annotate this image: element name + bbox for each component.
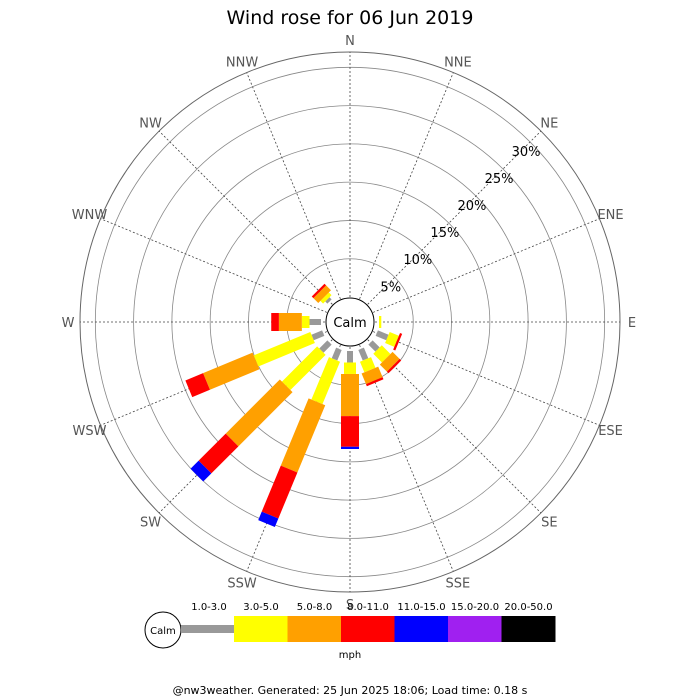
legend-swatch-1 (234, 616, 288, 642)
percent-labels: 5%10% 15% 20% 25% 30% (380, 145, 540, 295)
percent-label: 20% (458, 199, 487, 214)
calm-label: Calm (333, 316, 366, 331)
grid-circle (133, 105, 567, 539)
petal-ssw-bin-0 (331, 347, 342, 361)
petal-nw-bin-0 (325, 297, 332, 304)
direction-label-wsw: WSW (72, 424, 106, 439)
spoke-ene (372, 218, 600, 313)
legend-swatch-0 (181, 625, 234, 633)
petal-se-bin-3 (386, 358, 402, 374)
petal-ssw-bin-2 (280, 398, 326, 473)
petal-ssw-bin-1 (311, 357, 341, 405)
legend-calm-label: Calm (150, 626, 176, 637)
direction-label-s: S (346, 598, 354, 613)
direction-label-nnw: NNW (226, 55, 258, 70)
spoke-ese (372, 331, 600, 426)
petal-nw-bin-3 (311, 283, 327, 299)
petal-wsw-bin-3 (185, 373, 210, 398)
direction-labels: N NNE NE ENE E ESE SE SSE S SSW SW WSW W WNW NW NNW (62, 34, 637, 613)
petal-sw-bin-0 (319, 340, 332, 353)
petal-nw-bin-2 (313, 285, 331, 303)
direction-label-n: N (345, 34, 355, 49)
legend-label-5: 15.0-20.0 (451, 602, 499, 613)
petal-ssw-bin-4 (258, 511, 279, 527)
petal-ese-bin-3 (393, 332, 403, 351)
legend-label-0: 1.0-3.0 (191, 602, 226, 613)
calm-center: Calm (325, 297, 375, 347)
wind-petals (185, 283, 403, 527)
percent-label: 10% (403, 253, 432, 268)
spoke-ne (367, 130, 542, 305)
legend-swatch-5 (448, 616, 502, 642)
chart-title: Wind rose for 06 Jun 2019 (227, 7, 474, 29)
petal-sse-bin-0 (358, 347, 369, 361)
petal-se-bin-0 (368, 340, 380, 352)
petal-wsw-bin-1 (253, 331, 315, 367)
spoke-se (367, 339, 542, 514)
spoke-nne (359, 72, 454, 300)
legend-label-6: 20.0-50.0 (504, 602, 552, 613)
petal-sse-bin-1 (359, 357, 376, 373)
direction-label-sse: SSE (446, 577, 471, 592)
petal-sw-bin-3 (198, 433, 239, 474)
petal-wsw-bin-0 (311, 330, 325, 341)
percent-label: 15% (430, 226, 459, 241)
legend-label-1: 3.0-5.0 (243, 602, 278, 613)
legend-swatch-4 (394, 616, 449, 642)
petal-sse-bin-3 (365, 377, 384, 387)
direction-label-wnw: WNW (72, 208, 108, 223)
petal-wsw-bin-2 (203, 352, 260, 390)
legend-unit: mph (339, 650, 361, 661)
legend-swatch-6 (501, 616, 556, 642)
direction-label-ssw: SSW (227, 577, 257, 592)
petal-sw-bin-4 (190, 460, 212, 482)
legend-label-3: 8.0-11.0 (347, 602, 389, 613)
direction-label-se: SE (541, 515, 557, 530)
petal-se-bin-1 (373, 345, 391, 363)
petal-se-bin-2 (379, 351, 400, 372)
percent-label: 30% (512, 145, 541, 160)
direction-label-nne: NNE (444, 55, 472, 70)
legend-label-2: 5.0-8.0 (297, 602, 332, 613)
direction-label-w: W (62, 316, 75, 331)
direction-label-sw: SW (140, 515, 161, 530)
spoke-nw (158, 130, 333, 305)
legend-swatch-2 (287, 616, 342, 642)
petal-ese-bin-1 (385, 331, 399, 347)
direction-label-ene: ENE (597, 208, 623, 223)
percent-label: 5% (380, 280, 401, 295)
direction-label-ne: NE (540, 117, 558, 132)
direction-label-nw: NW (139, 117, 162, 132)
petal-ssw-bin-3 (261, 465, 298, 519)
direction-label-ese: ESE (598, 424, 623, 439)
direction-label-e: E (628, 316, 636, 331)
grid-circle (209, 181, 491, 463)
legend-swatch-3 (341, 616, 395, 642)
petal-sw-bin-1 (281, 346, 326, 391)
footer-text: @nw3weather. Generated: 25 Jun 2025 18:0… (173, 684, 528, 697)
petal-sw-bin-2 (225, 379, 293, 447)
legend-label-4: 11.0-15.0 (397, 602, 445, 613)
petal-ese-bin-0 (375, 330, 389, 341)
spoke-nnw (246, 72, 341, 300)
speed-legend: Calm mph 1.0-3.0 3.0-5.0 5.0-8.0 8.0-11.0 11… (144, 602, 556, 661)
petal-sse-bin-2 (361, 366, 383, 385)
petal-nw-bin-1 (320, 292, 332, 304)
percent-label: 25% (485, 172, 514, 187)
spoke-wnw (100, 218, 328, 313)
spoke-sse (359, 344, 454, 572)
